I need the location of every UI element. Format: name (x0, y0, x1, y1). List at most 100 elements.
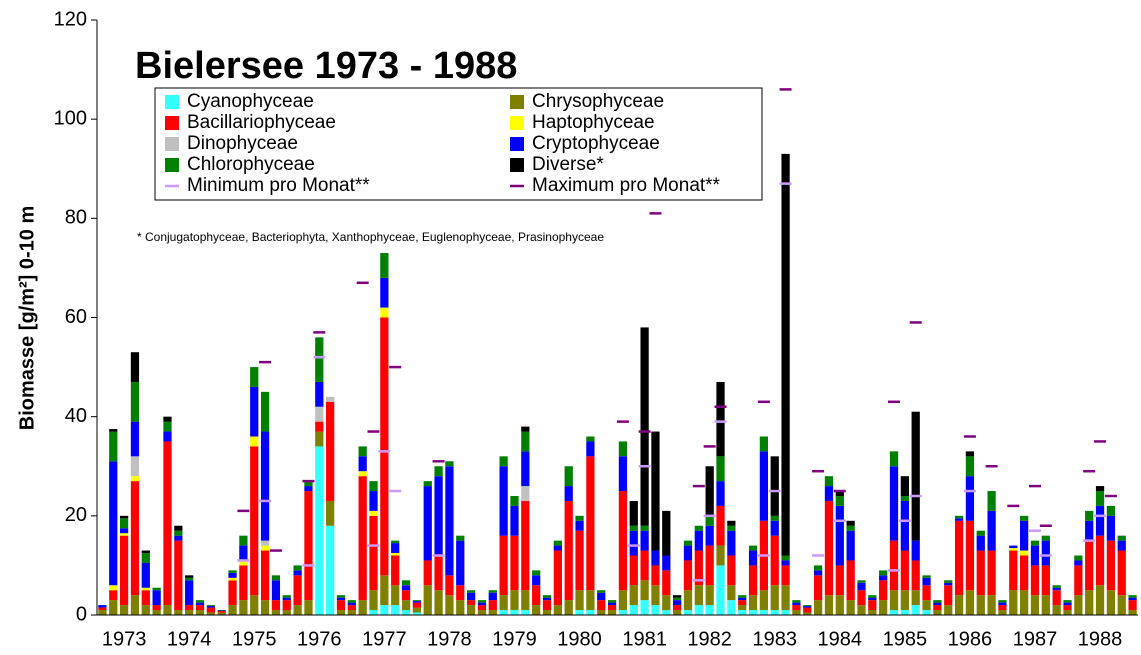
bar-segment (174, 535, 183, 541)
bar-segment (694, 525, 703, 531)
bar-segment (629, 525, 638, 531)
y-tick-label: 120 (54, 8, 87, 30)
bar-segment (846, 600, 855, 615)
bar-segment (998, 600, 1007, 603)
x-tick-label: 1978 (427, 628, 472, 650)
bar-segment (521, 610, 530, 615)
bar-segment (380, 277, 389, 308)
bar-segment (1041, 535, 1050, 541)
bar-segment (119, 533, 129, 536)
bar-segment (889, 540, 899, 591)
bar-segment (336, 595, 346, 598)
bar-segment (1117, 550, 1126, 596)
bar-segment (542, 595, 552, 598)
bar-segment (803, 606, 812, 608)
bar-segment (716, 545, 725, 566)
bar-segment (499, 610, 508, 615)
x-tick-label: 1988 (1078, 628, 1123, 650)
bar-segment (846, 520, 855, 526)
bar-segment (933, 610, 942, 615)
bar-segment (564, 486, 573, 501)
bar-segment (174, 610, 183, 615)
bar-segment (185, 610, 194, 615)
bar-segment (640, 525, 649, 531)
bar-segment (944, 585, 953, 606)
bar-segment (1030, 595, 1040, 615)
bar-segment (380, 575, 389, 606)
legend-swatch (510, 137, 524, 151)
bar-segment (304, 491, 313, 601)
bar-segment (824, 500, 834, 596)
bar-segment (1117, 540, 1126, 551)
bar-segment (954, 595, 964, 615)
bar-segment (250, 446, 259, 596)
bar-segment (1020, 590, 1029, 615)
bar-segment (206, 612, 215, 615)
bar-segment (629, 530, 638, 556)
bar-segment (738, 605, 747, 611)
bar-segment (174, 525, 183, 531)
bar-segment (998, 605, 1007, 611)
bar-segment (315, 421, 324, 432)
bar-segment (879, 570, 888, 576)
bar-segment (1009, 590, 1018, 615)
bar-segment (391, 543, 400, 554)
bar-segment (206, 605, 215, 607)
bar-segment (195, 605, 205, 611)
bar-segment (759, 451, 769, 521)
bar-segment (803, 605, 812, 607)
bar-segment (792, 605, 801, 611)
bar-segment (98, 605, 107, 608)
legend-swatch (165, 116, 179, 130)
bar-segment (260, 391, 270, 432)
bar-segment (716, 565, 725, 615)
bar-segment (195, 602, 205, 606)
y-tick-label: 80 (65, 207, 87, 229)
bar-segment (683, 590, 693, 611)
bar-segment (141, 553, 150, 563)
bar-segment (1074, 560, 1083, 566)
bar-segment (1128, 595, 1137, 598)
bar-segment (380, 253, 389, 278)
bar-segment (141, 605, 150, 615)
bar-segment (250, 367, 259, 387)
bar-segment (792, 610, 801, 615)
legend-label: Maximum pro Monat** (532, 175, 721, 196)
bar-segment (857, 605, 866, 615)
bar-segment (1052, 605, 1061, 615)
bar-segment (532, 570, 541, 576)
bar-segment (1041, 540, 1050, 566)
bar-segment (705, 466, 714, 516)
bar-segment (477, 610, 487, 615)
bar-segment (326, 396, 335, 402)
bar-segment (1030, 545, 1040, 566)
bar-segment (727, 600, 736, 615)
bar-segment (228, 605, 237, 615)
bar-segment (499, 535, 508, 596)
bar-segment (564, 466, 573, 487)
bar-segment (607, 600, 617, 603)
bar-segment (282, 610, 291, 615)
bar-segment (445, 461, 454, 467)
bar-segment (293, 605, 302, 615)
bar-segment (521, 590, 530, 611)
bar-segment (1095, 585, 1105, 615)
bar-segment (553, 605, 562, 615)
bar-segment (217, 612, 226, 615)
bar-segment (358, 446, 367, 457)
bar-segment (618, 610, 628, 615)
bar-segment (206, 607, 215, 613)
bar-segment (846, 530, 855, 561)
bar-segment (304, 481, 313, 487)
bar-segment (1009, 550, 1018, 591)
bar-segment (130, 421, 140, 457)
bar-segment (119, 515, 129, 519)
bar-segment (239, 565, 248, 601)
bar-segment (499, 456, 508, 467)
bar-segment (1052, 585, 1061, 588)
bar-segment (889, 466, 899, 541)
bar-segment (575, 515, 584, 521)
bar-segment (401, 590, 411, 601)
bar-segment (965, 451, 975, 457)
bar-segment (564, 600, 573, 615)
